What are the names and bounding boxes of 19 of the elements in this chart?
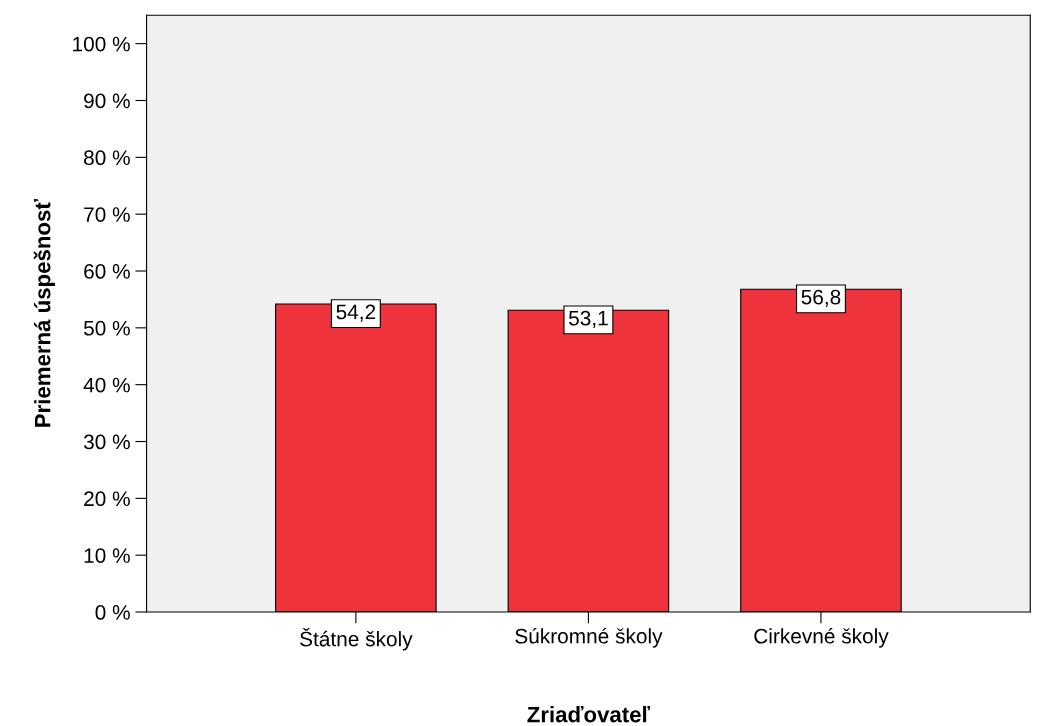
y-axis-title: Priemerná úspešnosť bbox=[33, 199, 55, 427]
y-tick-label: 90 % bbox=[84, 93, 130, 109]
y-tick-label: 60 % bbox=[84, 264, 130, 279]
data-label: 56,8 bbox=[801, 289, 841, 307]
y-tick-label: 70 % bbox=[84, 207, 130, 222]
data-label: 54,2 bbox=[336, 304, 376, 322]
y-tick-label: 30 % bbox=[83, 434, 130, 450]
x-tick-label: Súkromné školy bbox=[515, 627, 663, 648]
x-tick-label: Cirkevné školy bbox=[754, 627, 889, 648]
y-tick-label: 40 % bbox=[83, 377, 130, 393]
y-tick-label: 10 % bbox=[84, 548, 130, 563]
y-tick-label: 0 % bbox=[95, 605, 130, 620]
y-tick-label: 20 % bbox=[84, 491, 130, 507]
y-tick-label: 80 % bbox=[84, 150, 130, 166]
data-label: 53,1 bbox=[568, 310, 608, 328]
x-tick-label: Štátne školy bbox=[300, 627, 413, 651]
y-tick-label: 100 % bbox=[73, 36, 130, 52]
x-axis-title: Zriaďovateľ bbox=[527, 706, 651, 723]
y-tick-label: 50 % bbox=[83, 320, 130, 336]
